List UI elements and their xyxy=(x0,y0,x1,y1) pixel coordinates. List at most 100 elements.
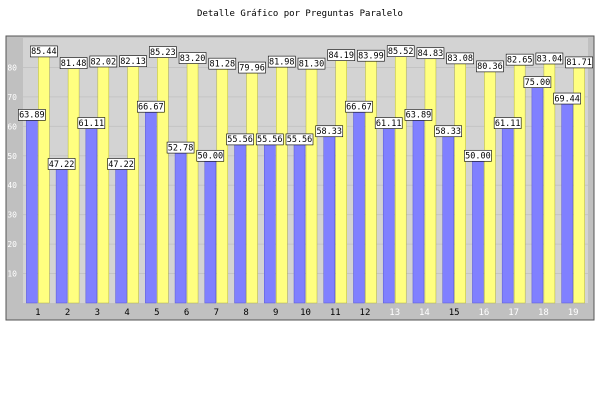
data-label-text: 82.02 xyxy=(91,57,117,67)
bar-series-1 xyxy=(85,122,98,304)
data-label-box xyxy=(357,49,385,62)
data-label-box xyxy=(267,55,296,68)
bar-series-2 xyxy=(276,61,288,304)
bar-series-2 xyxy=(335,54,347,304)
x-tick-label: 14 xyxy=(419,308,430,318)
data-label-text: 83.08 xyxy=(447,54,473,64)
bar-series-1 xyxy=(531,81,544,304)
data-label-box xyxy=(89,55,118,68)
data-label-text: 83.04 xyxy=(537,54,563,64)
bar-series-1 xyxy=(115,163,127,304)
data-label-box xyxy=(386,45,415,57)
data-label: 82.13 xyxy=(119,55,147,67)
data-label-box xyxy=(505,53,534,66)
bar-series-2 xyxy=(543,58,556,304)
data-label-text: 50.00 xyxy=(197,152,223,162)
data-label-text: 75.00 xyxy=(525,78,551,88)
x-tick-label: 19 xyxy=(568,308,579,318)
data-label: 55.56 xyxy=(226,133,254,146)
data-label-box xyxy=(149,46,177,58)
data-label: 47.22 xyxy=(107,158,135,170)
bar-series-2 xyxy=(157,51,169,304)
data-label: 83.99 xyxy=(357,49,385,62)
data-label-text: 55.56 xyxy=(287,135,313,145)
data-label-text: 63.89 xyxy=(406,111,432,121)
data-label-text: 58.33 xyxy=(316,127,342,137)
data-label-box xyxy=(226,133,254,146)
x-tick-label: 3 xyxy=(95,308,100,318)
bar-series-2 xyxy=(484,66,496,304)
data-label: 50.00 xyxy=(464,149,492,162)
data-label-text: 47.22 xyxy=(49,160,75,170)
bar-series-1 xyxy=(472,155,484,304)
data-label: 79.96 xyxy=(238,61,266,74)
bar-series-2 xyxy=(513,59,526,304)
data-label: 83.04 xyxy=(535,52,564,64)
data-label: 81.71 xyxy=(565,56,593,69)
data-label: 84.19 xyxy=(327,49,356,61)
data-label-box xyxy=(59,57,88,69)
data-label-box xyxy=(315,125,344,138)
bar-series-1 xyxy=(501,122,514,304)
data-label-box xyxy=(77,117,106,129)
y-tick-label: 50 xyxy=(7,152,17,161)
bar-series-2 xyxy=(246,67,258,304)
data-label-text: 81.28 xyxy=(209,59,235,69)
data-label-box xyxy=(208,57,237,70)
x-tick-label: 1 xyxy=(35,308,40,318)
data-label-text: 83.20 xyxy=(180,54,206,64)
y-tick-label: 10 xyxy=(7,270,17,279)
data-label: 58.33 xyxy=(315,125,344,138)
data-label: 55.56 xyxy=(255,133,284,145)
bar-series-1 xyxy=(204,155,217,304)
bar-series-1 xyxy=(55,163,68,304)
x-tick-label: 17 xyxy=(508,308,519,318)
data-label-text: 61.11 xyxy=(79,119,105,129)
x-tick-label: 4 xyxy=(124,308,129,318)
x-tick-label: 8 xyxy=(243,308,248,318)
x-tick-label: 16 xyxy=(478,308,489,318)
data-label-box xyxy=(553,92,581,105)
data-label-text: 84.19 xyxy=(328,51,354,61)
data-label-text: 85.44 xyxy=(31,47,57,57)
data-label-text: 55.56 xyxy=(227,135,253,145)
data-label-text: 85.52 xyxy=(388,47,414,57)
y-tick-label: 80 xyxy=(7,63,17,72)
bar-series-2 xyxy=(216,63,229,304)
x-tick-label: 13 xyxy=(389,308,400,318)
x-axis-ticks: 1 2 3 4 5 6 7 8 9 10 11 12 13 14 15 16 17 18 19 xyxy=(35,308,578,318)
bar-series-1 xyxy=(174,147,187,304)
data-label-text: 66.67 xyxy=(138,102,164,112)
data-label: 81.28 xyxy=(208,57,237,70)
data-label-box xyxy=(404,109,433,121)
data-label-box xyxy=(137,100,165,113)
x-tick-label: 6 xyxy=(184,308,189,318)
data-label: 82.65 xyxy=(505,53,534,66)
data-label-text: 66.67 xyxy=(346,102,372,112)
data-label-box xyxy=(178,52,207,64)
data-label-box xyxy=(493,117,522,129)
data-label: 69.44 xyxy=(553,92,581,105)
data-label-text: 81.48 xyxy=(61,59,87,69)
bar-series-2 xyxy=(365,55,377,304)
data-label: 61.11 xyxy=(493,117,522,129)
data-label-text: 52.78 xyxy=(168,143,194,153)
data-label-box xyxy=(446,52,474,65)
data-label: 85.23 xyxy=(149,46,177,58)
y-axis-ticks: 10 20 30 40 50 60 70 80 xyxy=(7,63,17,278)
bar-series-2 xyxy=(186,57,199,304)
bar-series-1 xyxy=(145,106,157,304)
data-label-box xyxy=(523,76,552,88)
data-label: 55.56 xyxy=(285,133,314,145)
data-label-box xyxy=(476,60,504,73)
data-label-box xyxy=(416,47,445,60)
data-label-text: 47.22 xyxy=(108,160,134,170)
x-tick-label: 7 xyxy=(214,308,219,318)
bar-series-1 xyxy=(293,139,306,304)
data-label-box xyxy=(345,100,373,113)
x-tick-label: 5 xyxy=(154,308,159,318)
data-label: 82.02 xyxy=(89,55,118,68)
data-label-box xyxy=(119,55,147,67)
bar-series-2 xyxy=(305,63,318,304)
